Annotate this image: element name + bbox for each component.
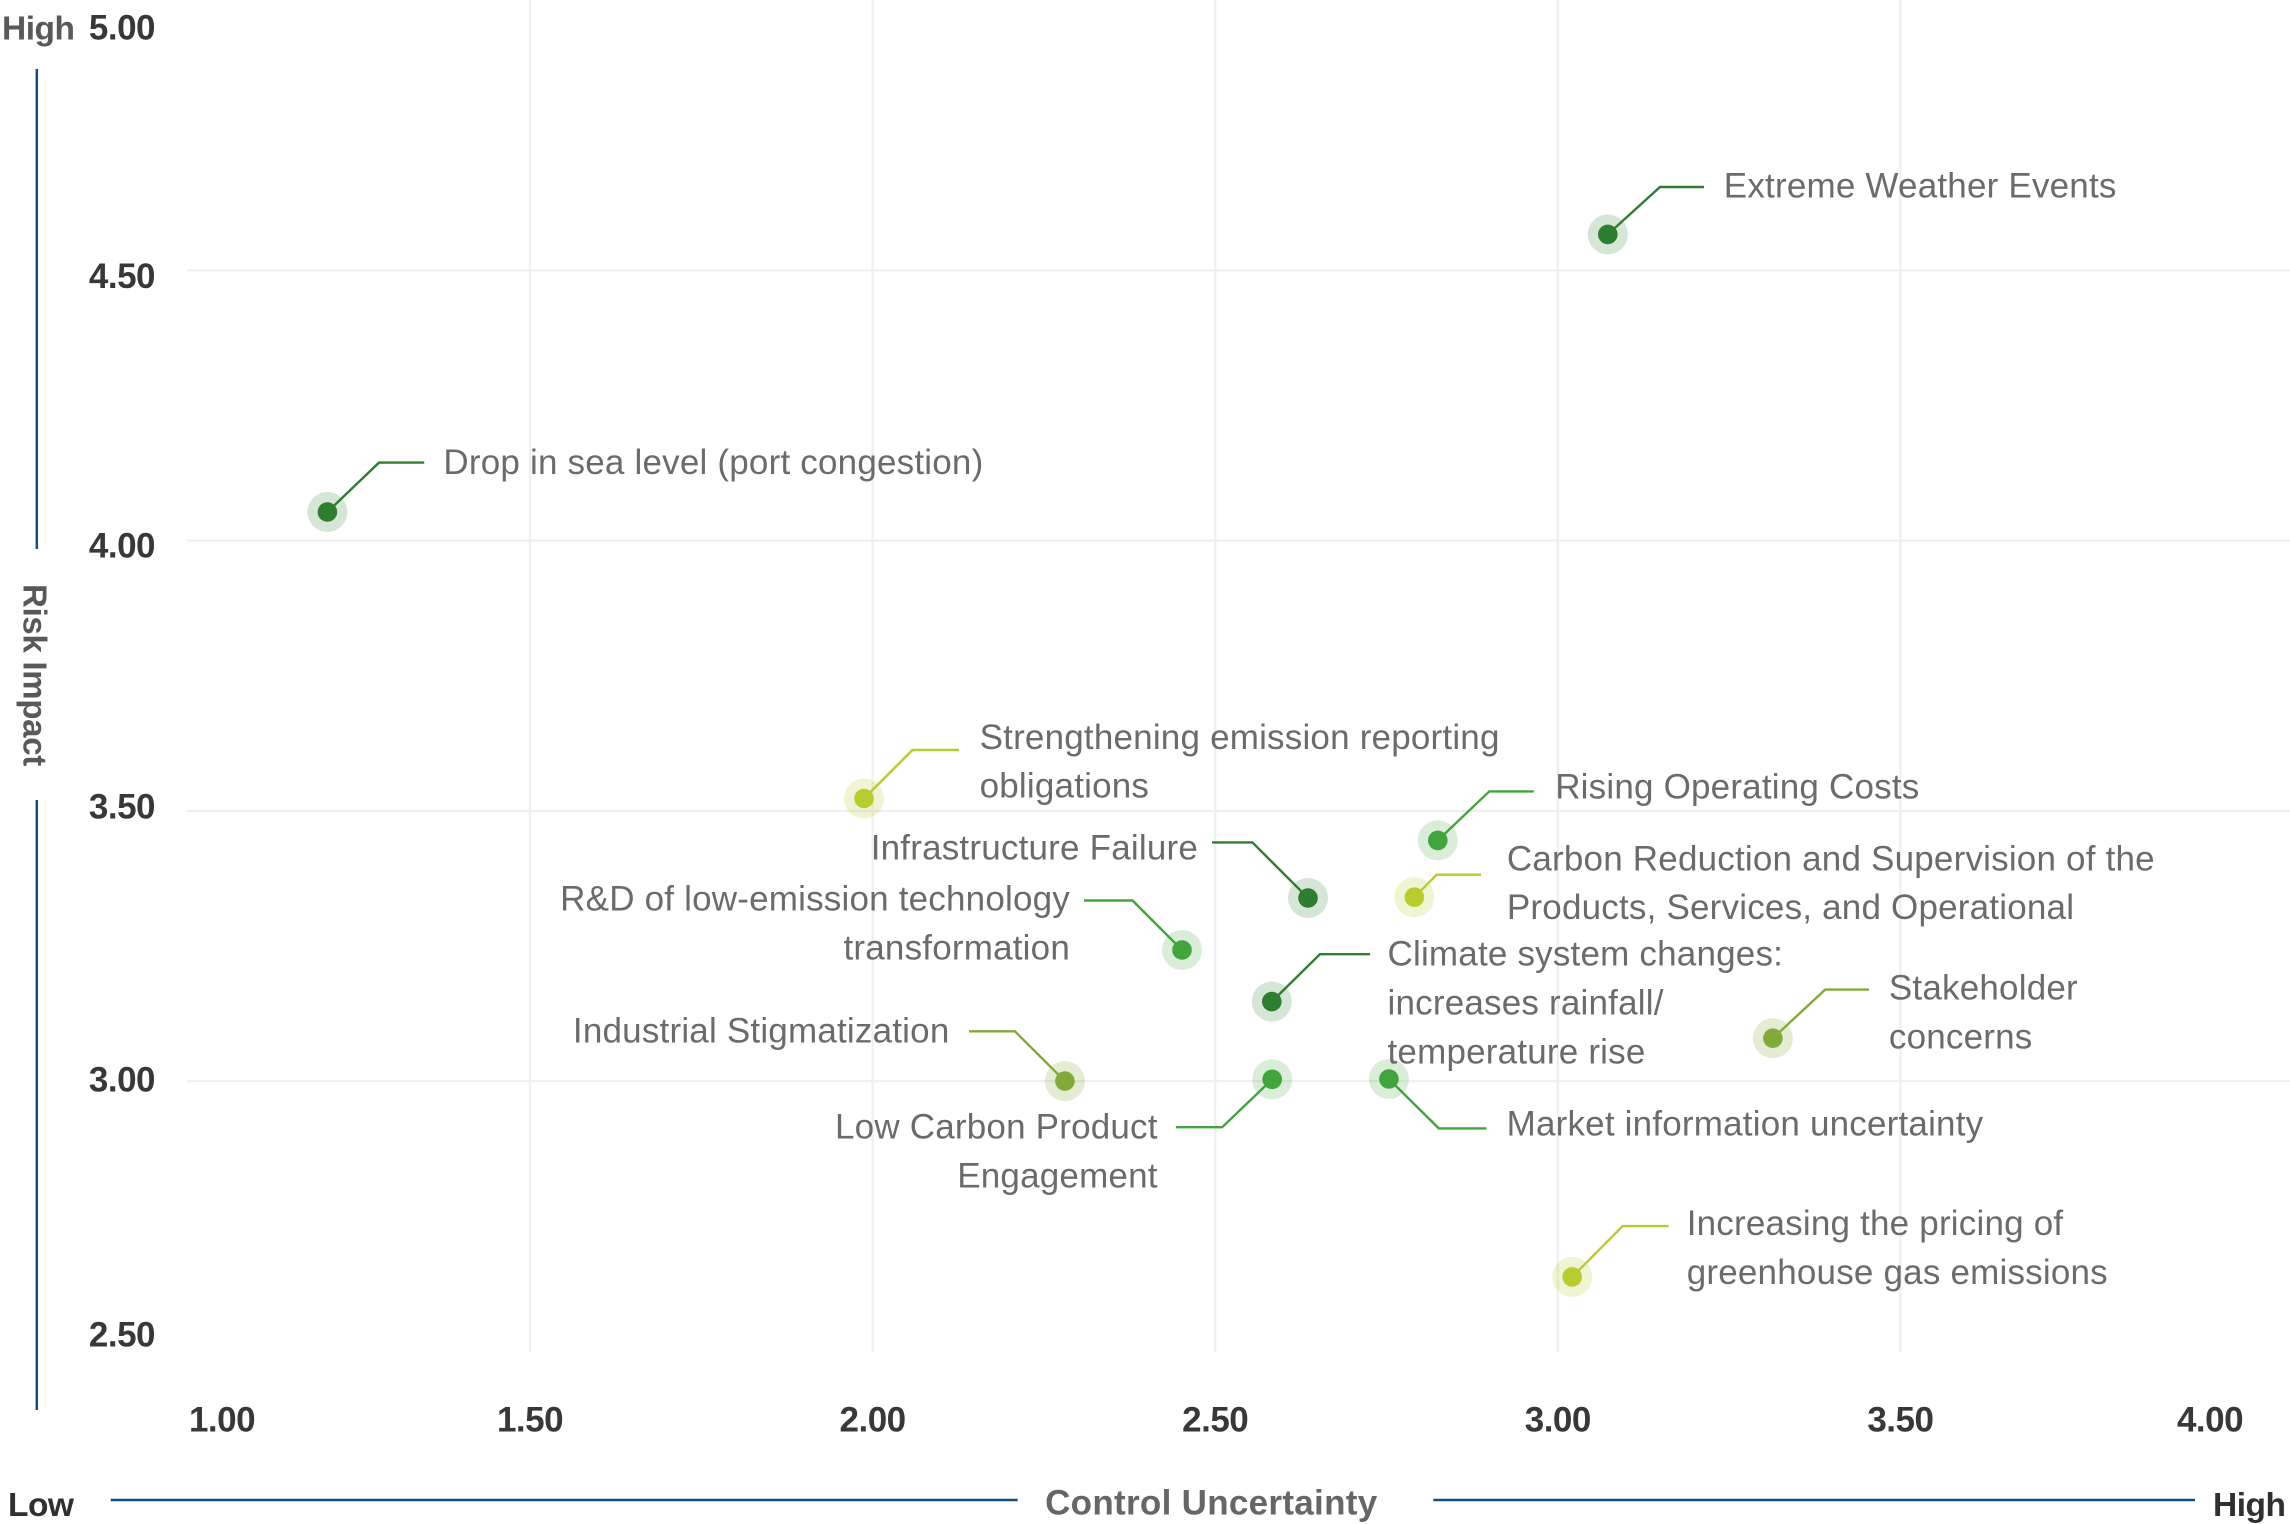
svg-text:temperature rise: temperature rise: [1388, 1032, 1646, 1071]
svg-text:Low: Low: [8, 1487, 75, 1524]
svg-text:obligations: obligations: [980, 767, 1150, 806]
svg-text:5.00: 5.00: [89, 8, 155, 47]
svg-text:Market information uncertainty: Market information uncertainty: [1507, 1105, 1984, 1144]
svg-text:increases rainfall/: increases rainfall/: [1388, 984, 1664, 1023]
svg-text:Control Uncertainty: Control Uncertainty: [1045, 1483, 1378, 1522]
svg-text:Strengthening emission reporti: Strengthening emission reporting: [980, 718, 1500, 757]
svg-text:transformation: transformation: [843, 929, 1070, 968]
svg-text:High: High: [2213, 1487, 2285, 1524]
svg-text:Engagement: Engagement: [957, 1156, 1158, 1195]
svg-text:3.50: 3.50: [1867, 1401, 1933, 1440]
svg-text:1.00: 1.00: [189, 1401, 255, 1440]
svg-text:4.00: 4.00: [2177, 1401, 2243, 1440]
svg-text:R&D of low-emission technology: R&D of low-emission technology: [560, 880, 1070, 919]
svg-text:concerns: concerns: [1889, 1017, 2033, 1056]
svg-text:Infrastructure Failure: Infrastructure Failure: [871, 829, 1198, 868]
svg-text:Drop in sea level (port conges: Drop in sea level (port congestion): [443, 443, 983, 482]
svg-text:Risk Impact: Risk Impact: [17, 584, 54, 766]
svg-text:4.00: 4.00: [89, 527, 155, 566]
svg-text:Climate system changes:: Climate system changes:: [1388, 935, 1784, 974]
svg-text:2.50: 2.50: [89, 1316, 155, 1355]
svg-text:Low Carbon Product: Low Carbon Product: [835, 1108, 1158, 1147]
svg-text:Industrial Stigmatization: Industrial Stigmatization: [573, 1012, 950, 1051]
svg-text:1.50: 1.50: [497, 1401, 563, 1440]
svg-text:Extreme Weather Events: Extreme Weather Events: [1724, 166, 2117, 205]
svg-text:2.00: 2.00: [840, 1401, 906, 1440]
svg-text:2.50: 2.50: [1182, 1401, 1248, 1440]
svg-text:Increasing the pricing of: Increasing the pricing of: [1687, 1204, 2064, 1243]
svg-text:High: High: [2, 10, 74, 47]
svg-text:3.50: 3.50: [89, 788, 155, 827]
svg-text:Rising Operating Costs: Rising Operating Costs: [1555, 768, 1919, 807]
svg-text:Stakeholder: Stakeholder: [1889, 969, 2078, 1008]
svg-text:Products, Services, and Operat: Products, Services, and Operational: [1507, 888, 2074, 927]
svg-text:Carbon Reduction and Supervisi: Carbon Reduction and Supervision of the: [1507, 839, 2155, 878]
svg-text:greenhouse gas emissions: greenhouse gas emissions: [1687, 1253, 2108, 1292]
svg-text:3.00: 3.00: [1525, 1401, 1591, 1440]
svg-text:4.50: 4.50: [89, 257, 155, 296]
svg-text:3.00: 3.00: [89, 1060, 155, 1099]
